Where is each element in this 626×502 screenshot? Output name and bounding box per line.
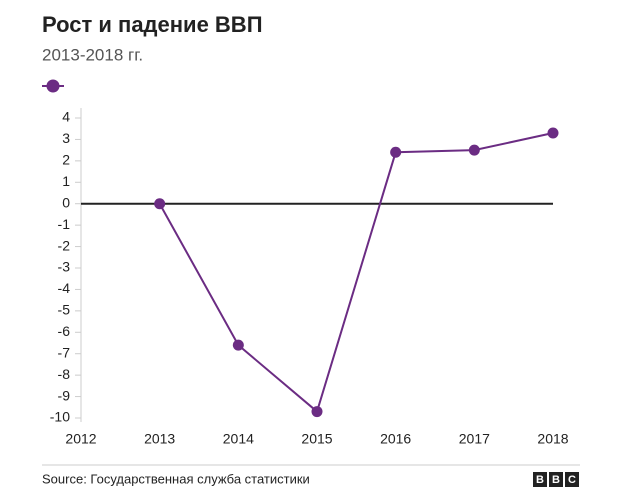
y-tick-label: 1 bbox=[62, 173, 70, 189]
y-tick-label: -4 bbox=[58, 280, 71, 296]
x-tick-label: 2015 bbox=[301, 431, 332, 447]
y-tick-label: 4 bbox=[62, 109, 70, 125]
chart-subtitle: 2013-2018 гг. bbox=[42, 45, 143, 64]
y-tick-label: 3 bbox=[62, 130, 70, 146]
point bbox=[154, 198, 166, 210]
source: Source: Государственная служба статистик… bbox=[42, 471, 310, 486]
point bbox=[311, 406, 323, 418]
y-tick-label: -5 bbox=[58, 302, 71, 318]
chart-title: Рост и падение ВВП bbox=[42, 12, 263, 37]
logo-box bbox=[549, 472, 563, 487]
point bbox=[468, 144, 480, 156]
y-tick-label: 2 bbox=[62, 152, 70, 168]
y-tick-label: -6 bbox=[58, 323, 71, 339]
y-tick-label: 0 bbox=[62, 194, 70, 210]
logo-letter: B bbox=[536, 474, 544, 486]
y-tick-label: -8 bbox=[58, 366, 71, 382]
y-tick-label: -7 bbox=[58, 344, 71, 360]
y-tick-label: -9 bbox=[58, 387, 71, 403]
legend-marker bbox=[46, 79, 60, 93]
logo-box bbox=[533, 472, 547, 487]
y-tick-label: -1 bbox=[58, 216, 71, 232]
y-tick-label: -10 bbox=[50, 409, 70, 425]
x-tick-label: 2017 bbox=[459, 431, 490, 447]
point bbox=[390, 146, 402, 158]
x-tick-label: 2018 bbox=[537, 431, 568, 447]
x-tick-label: 2016 bbox=[380, 431, 411, 447]
series-line bbox=[158, 132, 554, 414]
y-tick-label: -2 bbox=[58, 237, 71, 253]
x-tick-label: 2012 bbox=[65, 431, 96, 447]
logo-box bbox=[565, 472, 579, 487]
logo-letter: B bbox=[552, 474, 560, 486]
y-tick-label: -3 bbox=[58, 259, 71, 275]
x-tick-label: 2013 bbox=[144, 431, 175, 447]
point bbox=[547, 127, 559, 139]
logo-letter: C bbox=[568, 474, 576, 486]
point bbox=[232, 339, 244, 351]
x-tick-label: 2014 bbox=[223, 431, 254, 447]
